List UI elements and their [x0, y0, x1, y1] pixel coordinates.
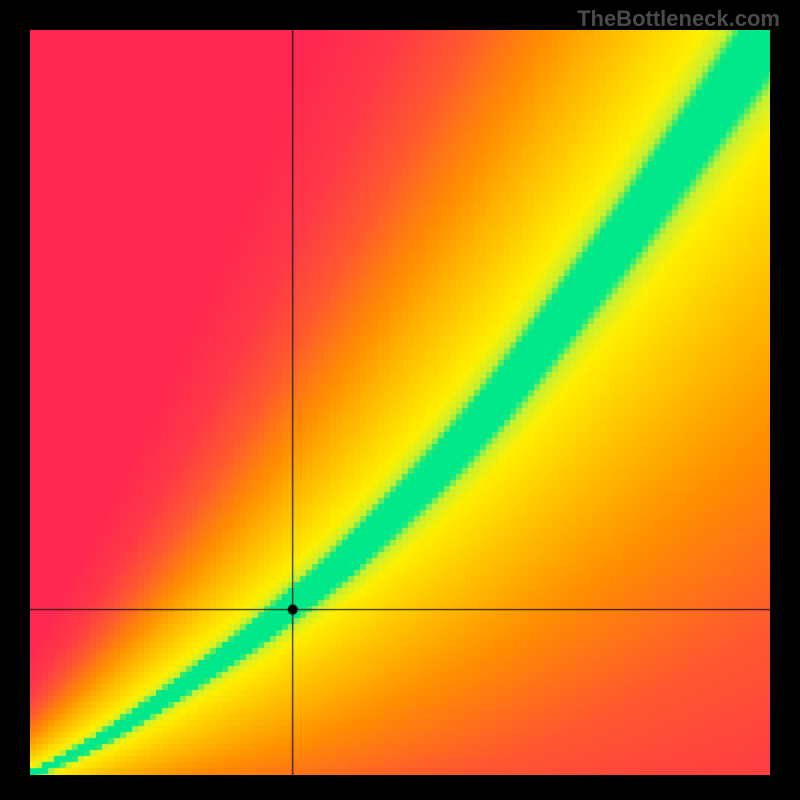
bottleneck-heatmap: [30, 30, 770, 775]
watermark-text: TheBottleneck.com: [577, 6, 780, 32]
heatmap-canvas: [30, 30, 770, 775]
